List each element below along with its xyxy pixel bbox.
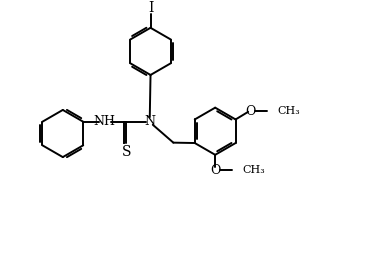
Text: O: O — [210, 164, 220, 177]
Text: NH: NH — [93, 115, 115, 128]
Text: N: N — [144, 115, 155, 128]
Text: S: S — [121, 145, 131, 159]
Text: CH₃: CH₃ — [242, 165, 265, 175]
Text: O: O — [245, 105, 255, 118]
Text: I: I — [148, 1, 153, 15]
Text: CH₃: CH₃ — [277, 106, 300, 116]
